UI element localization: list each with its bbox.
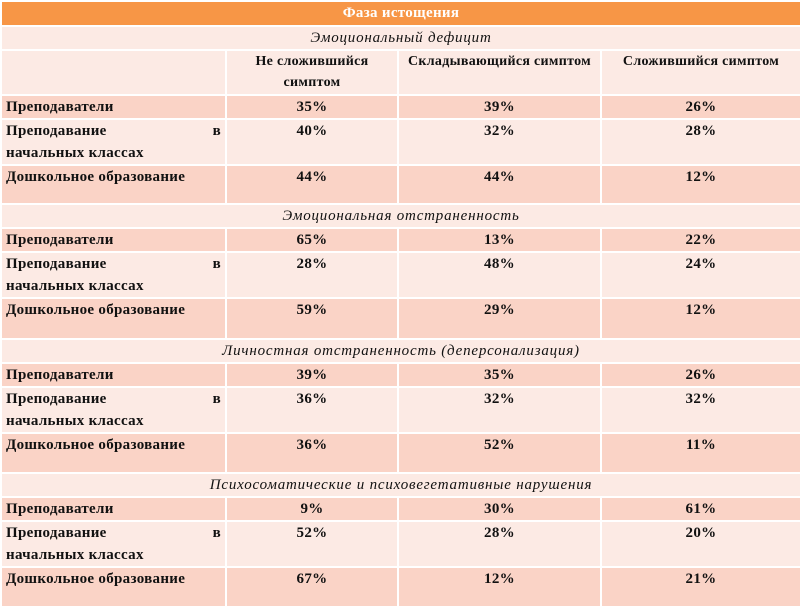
row-label: Преподавание в начальных классах <box>0 520 227 568</box>
value-cell: 39% <box>225 362 399 388</box>
row-label-line2: начальных классах <box>6 547 144 563</box>
section-title: Эмоциональный дефицит <box>0 25 800 51</box>
column-header-row: Не сложившийся симптом Складывающийся сим… <box>0 49 800 96</box>
value-cell: 35% <box>397 362 602 388</box>
value-cell: 48% <box>397 251 602 299</box>
table-title: Фаза истощения <box>0 0 800 27</box>
row-label: Преподаватели <box>0 227 227 253</box>
value-cell: 30% <box>397 496 602 522</box>
row-label-line1: Преподавание в <box>6 253 221 275</box>
column-header: Сложившийся симптом <box>600 49 800 96</box>
empty-header-cell <box>0 49 227 96</box>
value-cell: 44% <box>397 164 602 205</box>
table-row: Преподаватели 9% 30% 61% <box>0 496 800 522</box>
value-cell: 12% <box>600 297 800 340</box>
section-header-row: Личностная отстраненность (деперсонализа… <box>0 338 800 364</box>
value-cell: 12% <box>397 566 602 608</box>
row-label: Дошкольное образование <box>0 432 227 474</box>
row-label: Дошкольное образование <box>0 164 227 205</box>
value-cell: 59% <box>225 297 399 340</box>
value-cell: 61% <box>600 496 800 522</box>
table-row: Преподавание в начальных классах 52% 28% 20% <box>0 520 800 568</box>
value-cell: 44% <box>225 164 399 205</box>
value-cell: 36% <box>225 386 399 434</box>
value-cell: 28% <box>600 118 800 166</box>
value-cell: 67% <box>225 566 399 608</box>
row-label-line2: начальных классах <box>6 278 144 294</box>
value-cell: 26% <box>600 362 800 388</box>
value-cell: 36% <box>225 432 399 474</box>
section-header-row: Эмоциональный дефицит <box>0 25 800 51</box>
value-cell: 21% <box>600 566 800 608</box>
row-label-line1: Преподавание в <box>6 522 221 544</box>
table-row: Дошкольное образование 44% 44% 12% <box>0 164 800 205</box>
value-cell: 32% <box>600 386 800 434</box>
row-label: Преподавание в начальных классах <box>0 118 227 166</box>
table-row: Дошкольное образование 36% 52% 11% <box>0 432 800 474</box>
section-header-row: Психосоматические и психовегетативные на… <box>0 472 800 498</box>
row-label-part: Преподавание <box>6 256 107 272</box>
row-label-line2: начальных классах <box>6 413 144 429</box>
value-cell: 9% <box>225 496 399 522</box>
value-cell: 65% <box>225 227 399 253</box>
table-row: Дошкольное образование 59% 29% 12% <box>0 297 800 340</box>
column-header: Складывающийся симптом <box>397 49 602 96</box>
value-cell: 40% <box>225 118 399 166</box>
section-title: Психосоматические и психовегетативные на… <box>0 472 800 498</box>
value-cell: 22% <box>600 227 800 253</box>
value-cell: 32% <box>397 386 602 434</box>
value-cell: 26% <box>600 94 800 120</box>
row-label: Преподаватели <box>0 94 227 120</box>
value-cell: 52% <box>225 520 399 568</box>
row-label: Преподавание в начальных классах <box>0 386 227 434</box>
value-cell: 52% <box>397 432 602 474</box>
table-row: Преподаватели 35% 39% 26% <box>0 94 800 120</box>
value-cell: 11% <box>600 432 800 474</box>
table-row: Преподаватели 39% 35% 26% <box>0 362 800 388</box>
row-label: Преподаватели <box>0 496 227 522</box>
table-row: Преподавание в начальных классах 28% 48% 24% <box>0 251 800 299</box>
value-cell: 28% <box>225 251 399 299</box>
row-label-part: в <box>212 391 221 407</box>
row-label: Дошкольное образование <box>0 566 227 608</box>
section-title: Личностная отстраненность (деперсонализа… <box>0 338 800 364</box>
row-label-part: Преподавание <box>6 525 107 541</box>
title-row: Фаза истощения <box>0 0 800 27</box>
row-label-part: в <box>212 525 221 541</box>
value-cell: 12% <box>600 164 800 205</box>
value-cell: 28% <box>397 520 602 568</box>
row-label-part: в <box>212 256 221 272</box>
column-header: Не сложившийся симптом <box>225 49 399 96</box>
table-row: Преподаватели 65% 13% 22% <box>0 227 800 253</box>
row-label-part: Преподавание <box>6 123 107 139</box>
row-label: Преподавание в начальных классах <box>0 251 227 299</box>
row-label-part: Преподавание <box>6 391 107 407</box>
value-cell: 35% <box>225 94 399 120</box>
row-label-line2: начальных классах <box>6 145 144 161</box>
row-label: Преподаватели <box>0 362 227 388</box>
value-cell: 29% <box>397 297 602 340</box>
table-row: Преподавание в начальных классах 40% 32% 28% <box>0 118 800 166</box>
value-cell: 13% <box>397 227 602 253</box>
row-label-line1: Преподавание в <box>6 120 221 142</box>
row-label-part: в <box>212 123 221 139</box>
table-row: Преподавание в начальных классах 36% 32% 32% <box>0 386 800 434</box>
value-cell: 20% <box>600 520 800 568</box>
row-label-line1: Преподавание в <box>6 388 221 410</box>
table-row: Дошкольное образование 67% 12% 21% <box>0 566 800 608</box>
value-cell: 24% <box>600 251 800 299</box>
section-header-row: Эмоциональная отстраненность <box>0 203 800 229</box>
section-title: Эмоциональная отстраненность <box>0 203 800 229</box>
value-cell: 32% <box>397 118 602 166</box>
row-label: Дошкольное образование <box>0 297 227 340</box>
value-cell: 39% <box>397 94 602 120</box>
